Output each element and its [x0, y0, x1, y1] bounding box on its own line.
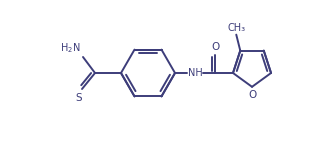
- Text: H$_2$N: H$_2$N: [60, 41, 80, 55]
- Text: O: O: [248, 90, 256, 100]
- Text: O: O: [211, 42, 219, 52]
- Text: CH₃: CH₃: [227, 23, 245, 33]
- Text: NH: NH: [188, 68, 203, 78]
- Text: S: S: [76, 93, 82, 103]
